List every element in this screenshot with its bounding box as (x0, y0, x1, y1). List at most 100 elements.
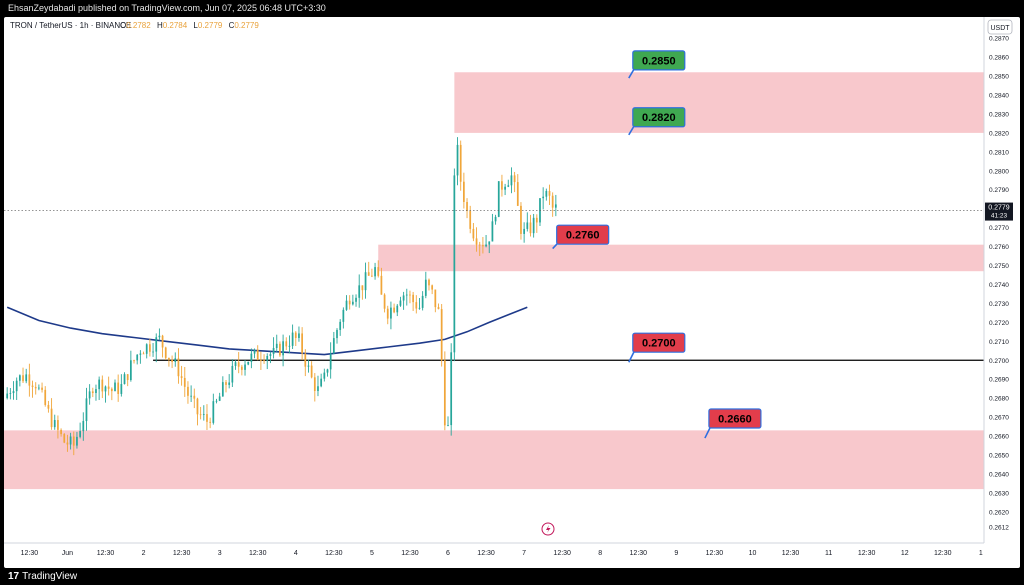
time-axis[interactable]: 12:30 Jun 12:30 2 12:30 3 12:30 4 12:30 5 12:30 6 12… (4, 542, 984, 557)
candle-body (326, 369, 329, 373)
price-label-0-2700: 0.2700 (628, 332, 686, 363)
candle-body (355, 297, 357, 302)
time-tick-label: 3 (218, 550, 222, 557)
candle-body (504, 186, 506, 190)
candle-body (459, 144, 462, 182)
candle-body (374, 267, 376, 277)
candle-body (212, 401, 215, 423)
price-tick-label: 0.2760 (989, 244, 1009, 251)
candle-countdown: 41:23 (991, 213, 1008, 220)
candle-body (72, 436, 75, 446)
candle-body (231, 365, 234, 383)
time-tick-label: 12:30 (630, 550, 648, 557)
price-tick-label: 0.2640 (989, 471, 1009, 478)
candle-body (285, 341, 288, 347)
price-tick-label: 0.2750 (989, 263, 1009, 270)
candle-body (152, 351, 154, 353)
candle-body (345, 300, 348, 310)
time-tick-label: 12:30 (858, 550, 876, 557)
label-text: 0.2820 (642, 112, 676, 124)
current-price-tag (985, 202, 1013, 221)
candle-body (53, 420, 56, 428)
candle-body (523, 228, 526, 234)
lightning-event-icon[interactable] (541, 522, 555, 536)
tradingview-mark-icon: 17 (8, 571, 20, 582)
candle-body (393, 307, 395, 313)
label-box (556, 224, 610, 245)
moving-average-layer (6, 306, 528, 356)
symbol-legend[interactable]: TRON / TetherUS · 1h · BINANCE O0.2782 H… (10, 21, 259, 30)
candle-body (386, 308, 389, 319)
symbol-name: TRON / TetherUS · 1h · BINANCE (10, 21, 131, 30)
candle-body (421, 295, 424, 308)
price-tick-label: 0.2810 (989, 149, 1009, 156)
candle-body (554, 204, 557, 208)
candle-body (6, 393, 9, 399)
candle-body (228, 382, 231, 385)
legend-open-key: O (120, 21, 126, 30)
current-price-value: 0.2779 (988, 205, 1010, 212)
candle-body (183, 377, 186, 387)
time-ticks: 12:30 Jun 12:30 2 12:30 3 12:30 4 12:30 5 12:30 6 12… (21, 550, 983, 557)
candle-body (320, 378, 323, 387)
publisher-text: EhsanZeydabadi published on TradingView.… (8, 3, 326, 13)
candle-body (377, 267, 380, 276)
candle-body (513, 175, 516, 183)
candle-body (548, 190, 551, 196)
footer-bar: 17 TradingView (0, 568, 1024, 585)
candle-body (291, 332, 294, 346)
candle-body (269, 354, 272, 356)
candle-body (367, 272, 370, 276)
candle-body (44, 389, 47, 405)
bottom-support-zone (4, 430, 984, 490)
candle-body (79, 431, 81, 437)
candle-body (399, 300, 402, 306)
candle-body (76, 436, 78, 446)
candle-body (129, 360, 132, 381)
candle-body (516, 182, 519, 206)
candle-body (12, 391, 15, 394)
candle-body (336, 329, 338, 339)
chart-panel[interactable]: 0.2779 41:23 0.2850 0.2820 0.2760 0.2700 0.26… (4, 17, 1020, 568)
candle-body (358, 285, 361, 298)
candle-body (88, 391, 91, 399)
candle-body (339, 321, 342, 330)
time-tick-label: 12:30 (325, 550, 343, 557)
candle-body (123, 374, 126, 385)
price-axis[interactable]: USDT 0.2870 0.2860 0.2850 0.2840 0.2830 0.282… (983, 17, 1013, 543)
candle-body (38, 387, 40, 389)
currency-badge[interactable] (987, 19, 1013, 35)
candle-body (434, 289, 437, 308)
price-tick-label: 0.2660 (989, 434, 1009, 441)
candle-body (307, 365, 310, 367)
candle-body (351, 301, 354, 305)
annotation-labels-layer: 0.2850 0.2820 0.2760 0.2700 0.2660 (552, 50, 762, 439)
candle-body (161, 335, 164, 348)
price-tick-label: 0.2620 (989, 509, 1009, 516)
candle-body (545, 190, 548, 197)
candle-body (149, 344, 151, 352)
candle-body (18, 375, 21, 381)
price-tick-label: 0.2800 (989, 168, 1009, 175)
time-tick-label: 6 (446, 550, 450, 557)
candle-body (507, 185, 510, 187)
candle-body (412, 294, 414, 303)
candle-body (91, 391, 94, 394)
candle-body (110, 388, 113, 392)
candle-body (323, 372, 326, 379)
candle-body (263, 360, 265, 362)
candle-body (9, 393, 12, 394)
price-tick-label: 0.2612 (989, 525, 1009, 532)
price-tick-label: 0.2770 (989, 225, 1009, 232)
candle-body (526, 222, 529, 229)
candle-body (409, 294, 411, 296)
time-tick-label: 12:30 (934, 550, 952, 557)
candle-body (104, 386, 107, 392)
candle-body (485, 244, 487, 247)
price-label-0-2850: 0.2850 (628, 50, 686, 79)
candle-body (136, 354, 139, 361)
tradingview-logo[interactable]: 17 TradingView (8, 570, 77, 583)
time-tick-label: 10 (749, 550, 757, 557)
